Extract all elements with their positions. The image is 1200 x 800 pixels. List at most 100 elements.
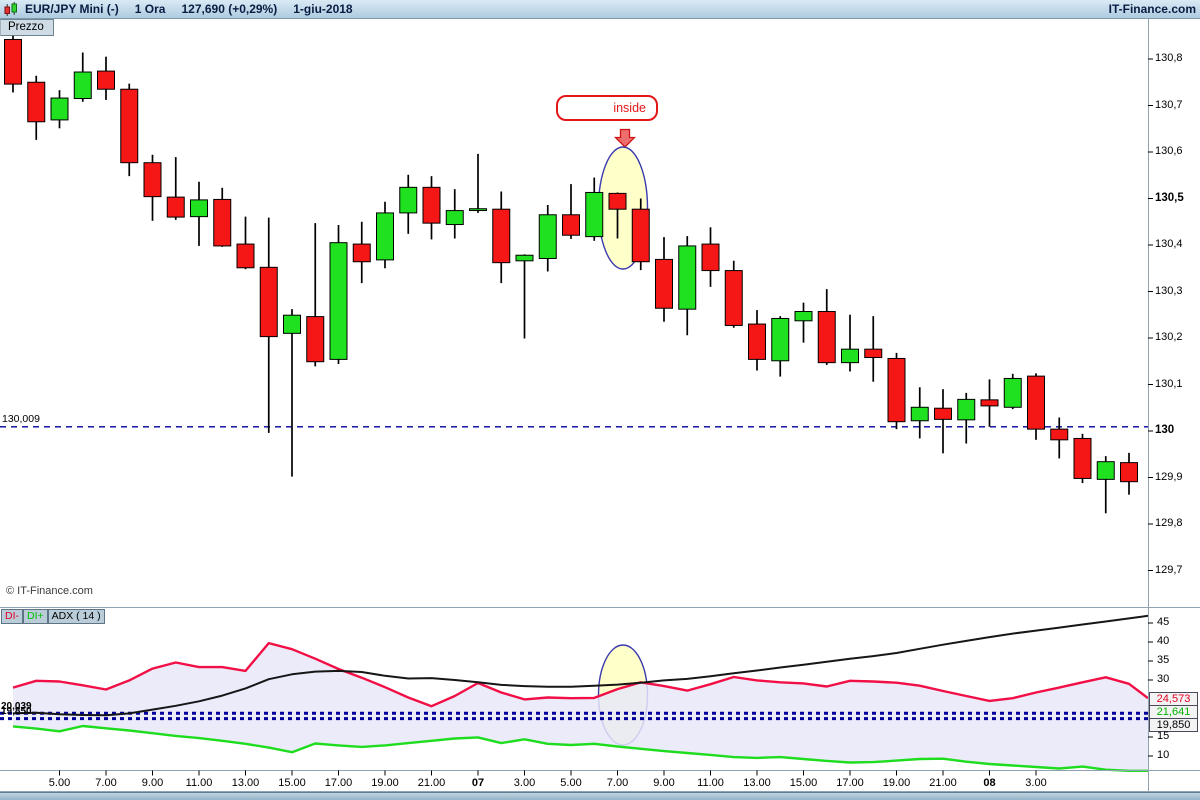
tab-di-minus[interactable]: DI- (1, 609, 23, 624)
candle-body (980, 399, 999, 407)
time-axis-label: 7.00 (95, 777, 117, 789)
candle-body (259, 266, 278, 338)
candle-body (817, 310, 836, 364)
di-minus-line (12, 641, 1149, 708)
candle-body (887, 357, 906, 423)
candle-body (910, 406, 929, 422)
candle-body (724, 270, 743, 326)
title-bar: EUR/JPY Mini (-) 1 Ora 127,690 (+0,29%) … (0, 0, 1200, 19)
indicator-axis-label: 35 (1157, 654, 1170, 666)
time-axis-label: 15.00 (278, 777, 306, 789)
candle-body (236, 243, 255, 269)
brand-label: IT-Finance.com (1108, 2, 1196, 16)
candle-body (538, 214, 557, 259)
tab-prezzo[interactable]: Prezzo (0, 19, 54, 36)
level-value-box: 19,850 (1149, 718, 1198, 732)
time-axis-label: 11.00 (185, 777, 213, 789)
indicator-axis-label: 45 (1157, 616, 1170, 628)
candle-body (1050, 428, 1069, 441)
session-date: 1-giu-2018 (293, 2, 353, 16)
di-minus-value-box: 24,573 (1149, 692, 1198, 706)
candle-body (678, 245, 697, 310)
candle-body (27, 81, 46, 123)
candlestick-icon (4, 2, 17, 16)
candle-body (585, 191, 604, 238)
time-axis-label: 21.00 (417, 777, 446, 789)
candle-body (608, 192, 627, 210)
price-axis-label: 129,7 (1155, 563, 1183, 576)
candle-body (748, 323, 766, 360)
time-axis-label: 3.00 (513, 777, 536, 789)
indicator-left-label: 19,850 (1, 706, 32, 717)
time-axis-label: 9.00 (141, 777, 164, 789)
time-axis-label: 19.00 (882, 777, 911, 789)
candle-body (1003, 377, 1022, 408)
price-axis-label: 130 (1155, 424, 1175, 436)
candle-body (445, 210, 464, 226)
time-axis-label: 13.00 (231, 777, 260, 789)
candle-body (841, 348, 859, 364)
price-axis-label: 130,2 (1155, 331, 1183, 343)
candle-body (190, 199, 208, 218)
candle-body (1027, 375, 1045, 430)
time-axis-label: 08 (983, 777, 996, 789)
candle-body (771, 317, 790, 362)
candle-body (631, 208, 650, 263)
candle-body (957, 398, 976, 421)
candle-body (352, 243, 371, 263)
candle-body (50, 97, 69, 121)
level-line-label: 130,009 (2, 413, 40, 425)
price-axis-label: 130,5 (1155, 191, 1184, 204)
inside-annotation[interactable]: inside (556, 95, 658, 121)
candle-body (515, 254, 534, 262)
candle-body (143, 162, 162, 198)
candle-body (213, 198, 232, 247)
candle-body (864, 348, 883, 359)
candle-body (306, 316, 325, 363)
bottom-scrollbar-strip[interactable] (0, 792, 1200, 800)
indicator-axis-label: 30 (1157, 673, 1170, 685)
time-axis-label: 21.00 (929, 777, 957, 789)
candle-body (166, 196, 185, 218)
last-price: 127,690 (+0,29%) (181, 2, 278, 16)
candle-body (1096, 461, 1115, 480)
candle-body (934, 407, 952, 420)
price-axis-label: 129,9 (1155, 470, 1183, 483)
candle-body (492, 208, 511, 264)
timeframe-label: 1 Ora (134, 2, 166, 16)
candle-body (701, 243, 720, 272)
price-axis-label: 130,6 (1155, 145, 1183, 157)
candle-body (469, 208, 487, 212)
candle-body (422, 186, 441, 224)
time-axis-label: 13.00 (743, 777, 771, 789)
candle-body (655, 258, 673, 309)
symbol-name: EUR/JPY Mini (-) (25, 2, 119, 16)
time-axis-label: 9.00 (653, 777, 675, 789)
time-axis-label: 5.00 (560, 777, 582, 789)
watermark: © IT-Finance.com (6, 585, 93, 597)
time-axis-label: 19.00 (371, 777, 399, 789)
inside-arrow-icon (613, 128, 637, 148)
candle-body (1120, 462, 1138, 483)
price-axis-label: 130,3 (1155, 284, 1183, 297)
indicator-axis-label: 15 (1157, 730, 1170, 742)
di-plus-line (12, 724, 1148, 772)
time-axis-label: 17.00 (324, 777, 353, 789)
indicator-header: DI- DI+ ADX ( 14 ) (1, 609, 105, 624)
time-axis-label: 17.00 (836, 777, 864, 789)
candle-body (399, 186, 418, 214)
candle-body (120, 88, 139, 164)
time-axis-label: 07 (471, 777, 485, 789)
candle-body (562, 214, 580, 236)
price-axis-label: 130,7 (1155, 98, 1183, 111)
indicator-axis-label: 40 (1157, 635, 1170, 647)
tab-adx[interactable]: ADX ( 14 ) (47, 609, 105, 624)
time-axis-label: 5.00 (48, 777, 71, 789)
candle-body (4, 38, 22, 85)
tab-di-plus[interactable]: DI+ (23, 609, 48, 624)
time-axis-label: 7.00 (606, 777, 629, 789)
di-band-fill (13, 643, 1148, 771)
indicator-left-label: 20,039 (1, 701, 32, 712)
price-axis-label: 130,4 (1155, 238, 1183, 250)
